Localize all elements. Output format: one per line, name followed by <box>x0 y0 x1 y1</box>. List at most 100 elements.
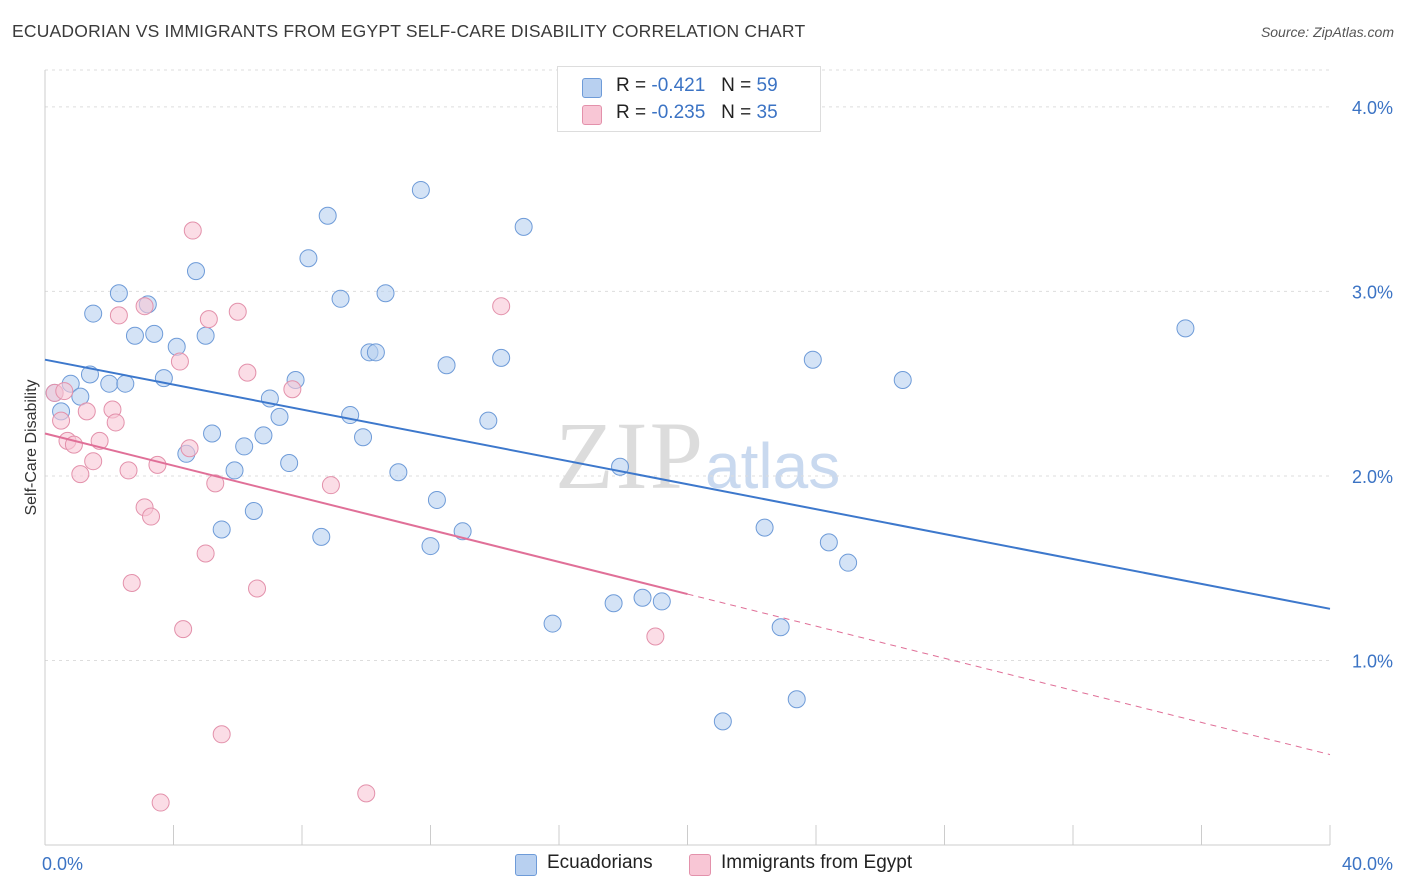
ecuadorian-point <box>100 374 119 393</box>
egypt-point <box>248 579 267 598</box>
ecuadorian-point <box>652 592 671 611</box>
chart-title: ECUADORIAN VS IMMIGRANTS FROM EGYPT SELF… <box>12 21 806 41</box>
egypt-point <box>170 352 189 371</box>
ecuadorian-point <box>376 284 395 303</box>
egypt-point <box>135 297 154 316</box>
ecuadorian-point <box>604 594 623 613</box>
egypt-point <box>55 382 74 401</box>
ecuadorian-point <box>366 343 385 362</box>
ecuadorian-point <box>225 461 244 480</box>
egypt-point <box>174 620 193 639</box>
ecuadorian-point <box>437 356 456 375</box>
ecuadorian-point <box>411 180 430 199</box>
egypt-point <box>228 302 247 321</box>
ecuadorian-point <box>492 348 511 367</box>
egypt-point <box>238 363 257 382</box>
legend-swatch-pink <box>582 105 602 125</box>
y-axis-title: Self-Care Disability <box>23 379 40 515</box>
ecuadorian-point <box>787 690 806 709</box>
egypt-point <box>109 306 128 325</box>
y-tick-label: 1.0% <box>1352 651 1393 671</box>
ecuadorian-trend-line <box>44 358 1331 610</box>
egypt-point <box>119 461 138 480</box>
x-tick-label: 0.0% <box>42 854 83 874</box>
watermark: ZIPatlas <box>555 400 840 511</box>
ecuadorian-point <box>299 249 318 268</box>
legend-r-value: -0.235 <box>651 102 706 123</box>
legend-r-label: R = <box>616 102 647 123</box>
ecuadorian-point <box>196 326 215 345</box>
egypt-point <box>122 573 141 592</box>
ecuadorian-point <box>84 304 103 323</box>
x-tick-label: 40.0% <box>1342 854 1393 874</box>
egypt-point <box>151 793 170 812</box>
egypt-point <box>357 784 376 803</box>
egypt-point <box>77 402 96 421</box>
egypt-point <box>183 221 202 240</box>
egypt-point <box>106 413 125 432</box>
legend-n-label: N = <box>721 75 752 96</box>
egypt-point <box>71 465 90 484</box>
ecuadorian-point <box>514 217 533 236</box>
ecuadorian-point <box>167 337 186 356</box>
ecuadorian-point <box>633 588 652 607</box>
ecuadorian-point <box>755 518 774 537</box>
egypt-point <box>180 439 199 458</box>
ecuadorian-point <box>318 206 337 225</box>
ecuadorian-point <box>803 350 822 369</box>
legend-r-label: R = <box>616 75 647 96</box>
ecuadorian-point <box>270 407 289 426</box>
bottom-legend-label: Immigrants from Egypt <box>721 852 913 873</box>
egypt-point <box>321 476 340 495</box>
bottom-legend-label: Ecuadorians <box>547 852 653 873</box>
ecuadorian-point <box>331 289 350 308</box>
watermark-zip: ZIP <box>555 402 705 509</box>
ecuadorian-point <box>109 284 128 303</box>
egypt-point <box>492 297 511 316</box>
egypt-point <box>283 380 302 399</box>
ecuadorian-point <box>145 324 164 343</box>
ecuadorian-point <box>116 374 135 393</box>
bottom-legend-swatch-blue <box>515 854 537 876</box>
egypt-point <box>646 627 665 646</box>
y-tick-label: 3.0% <box>1352 282 1393 302</box>
egypt-trend-extension <box>687 593 1331 756</box>
ecuadorian-point <box>354 428 373 447</box>
correlation-legend: R = -0.421 N = 59 R = -0.235 N = 35 <box>557 66 821 132</box>
ecuadorian-point <box>203 424 222 443</box>
legend-n-value: 35 <box>756 102 778 123</box>
ecuadorian-point <box>280 454 299 473</box>
ecuadorian-point <box>244 502 263 521</box>
watermark-atlas: atlas <box>705 430 841 502</box>
ecuadorian-point <box>421 537 440 556</box>
ecuadorian-point <box>427 490 446 509</box>
legend-n-label: N = <box>721 102 752 123</box>
egypt-point <box>199 310 218 329</box>
legend-r-value: -0.421 <box>651 75 706 96</box>
egypt-point <box>206 474 225 493</box>
ecuadorian-point <box>819 533 838 552</box>
ecuadorian-point <box>186 262 205 281</box>
y-tick-label: 4.0% <box>1352 98 1393 118</box>
ecuadorian-point <box>479 411 498 430</box>
ecuadorian-point <box>543 614 562 633</box>
legend-n-value: 59 <box>756 75 778 96</box>
ecuadorian-point <box>125 326 144 345</box>
ecuadorian-point <box>771 618 790 637</box>
egypt-point <box>148 455 167 474</box>
egypt-point <box>212 725 231 744</box>
y-tick-label: 2.0% <box>1352 467 1393 487</box>
source-credit: Source: ZipAtlas.com <box>1260 24 1394 40</box>
egypt-point <box>196 544 215 563</box>
ecuadorian-point <box>254 426 273 445</box>
egypt-point <box>142 507 161 526</box>
ecuadorian-point <box>312 527 331 546</box>
ecuadorian-point <box>839 553 858 572</box>
egypt-trend-line <box>44 432 688 596</box>
ecuadorian-point <box>1176 319 1195 338</box>
egypt-point <box>84 452 103 471</box>
ecuadorian-point <box>212 520 231 539</box>
ecuadorian-point <box>453 522 472 541</box>
ecuadorian-point <box>713 712 732 731</box>
